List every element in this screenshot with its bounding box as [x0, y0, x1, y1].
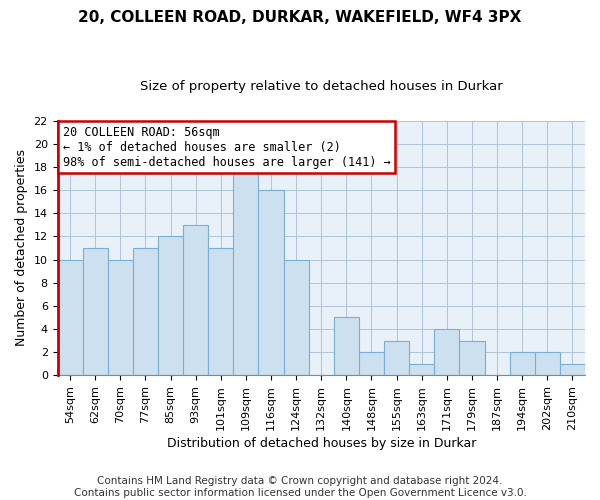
Bar [259, 190, 284, 376]
Bar [460, 340, 485, 376]
Bar [434, 329, 460, 376]
Text: 20, COLLEEN ROAD, DURKAR, WAKEFIELD, WF4 3PX: 20, COLLEEN ROAD, DURKAR, WAKEFIELD, WF4… [79, 10, 521, 25]
Bar [535, 352, 560, 376]
Bar [284, 260, 309, 376]
Y-axis label: Number of detached properties: Number of detached properties [15, 150, 28, 346]
Bar [334, 318, 359, 376]
Bar [58, 260, 83, 376]
Bar [83, 248, 108, 376]
Bar [359, 352, 384, 376]
Bar [108, 260, 133, 376]
Bar [158, 236, 183, 376]
Text: 20 COLLEEN ROAD: 56sqm
← 1% of detached houses are smaller (2)
98% of semi-detac: 20 COLLEEN ROAD: 56sqm ← 1% of detached … [63, 126, 391, 168]
X-axis label: Distribution of detached houses by size in Durkar: Distribution of detached houses by size … [167, 437, 476, 450]
Bar [233, 167, 259, 376]
Text: Contains HM Land Registry data © Crown copyright and database right 2024.
Contai: Contains HM Land Registry data © Crown c… [74, 476, 526, 498]
Bar [409, 364, 434, 376]
Bar [384, 340, 409, 376]
Bar [560, 364, 585, 376]
Bar [509, 352, 535, 376]
Bar [133, 248, 158, 376]
Bar [183, 225, 208, 376]
Title: Size of property relative to detached houses in Durkar: Size of property relative to detached ho… [140, 80, 503, 93]
Bar [208, 248, 233, 376]
